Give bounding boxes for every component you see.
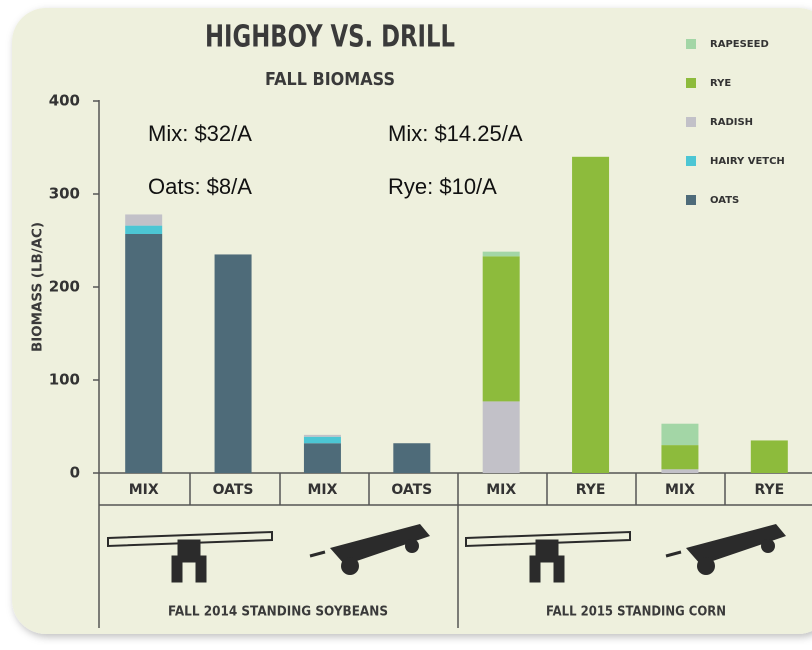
group-label: FALL 2014 STANDING SOYBEANS [168, 605, 388, 620]
bar-segment [661, 423, 699, 446]
x-tick-label: MIX [307, 482, 337, 498]
x-tick-label: RYE [576, 482, 606, 498]
bar-segment [482, 401, 520, 473]
x-tick-label: RYE [754, 482, 784, 498]
chart-subtitle: FALL BIOMASS [265, 69, 395, 90]
bar-segment [125, 225, 163, 234]
legend-label: RADISH [710, 117, 753, 128]
bar-segment [303, 434, 341, 437]
annotation: Mix: $32/A [148, 121, 252, 146]
bar-segment [750, 440, 788, 473]
y-axis-label: BIOMASS (LB/AC) [31, 222, 46, 352]
x-tick-label: OATS [213, 482, 254, 498]
group-label: FALL 2015 STANDING CORN [546, 605, 726, 620]
legend-swatch [686, 156, 696, 166]
chart-title: HIGHBOY VS. DRILL [205, 20, 455, 55]
x-tick-label: MIX [665, 482, 695, 498]
drill-icon [309, 524, 430, 575]
drill-icon [665, 524, 786, 575]
x-tick-label: OATS [391, 482, 432, 498]
legend-label: RYE [710, 78, 731, 89]
bar-segment [125, 214, 163, 226]
legend-label: RAPESEED [710, 39, 769, 50]
legend-swatch [686, 117, 696, 127]
frame [98, 100, 812, 628]
bar-segment [393, 443, 431, 473]
y-tick-label: 300 [49, 185, 80, 203]
y-tick-label: 200 [49, 278, 80, 296]
y-tick-label: 100 [49, 371, 80, 389]
x-tick-label: MIX [486, 482, 516, 498]
annotation: Oats: $8/A [148, 174, 252, 199]
background [12, 8, 812, 634]
annotation: Rye: $10/A [388, 174, 497, 199]
bar-segment [661, 469, 699, 473]
y-tick-label: 0 [70, 464, 80, 482]
bar-segment [303, 436, 341, 444]
highboy-icon [465, 530, 631, 583]
annotation: Mix: $14.25/A [388, 121, 523, 146]
bar-segment [572, 156, 610, 474]
legend-swatch [686, 195, 696, 205]
x-tick-label: MIX [129, 482, 159, 498]
legend-swatch [686, 39, 696, 49]
bar-segment [125, 233, 163, 473]
bar-segment [214, 254, 252, 473]
bar-segment [661, 445, 699, 470]
bar-segment [482, 256, 520, 402]
bar-segment [303, 443, 341, 473]
bar-segment [482, 251, 520, 257]
legend-label: OATS [710, 195, 739, 206]
y-tick-label: 400 [49, 92, 80, 110]
legend-swatch [686, 78, 696, 88]
legend-label: HAIRY VETCH [710, 156, 785, 167]
highboy-icon [107, 530, 273, 583]
